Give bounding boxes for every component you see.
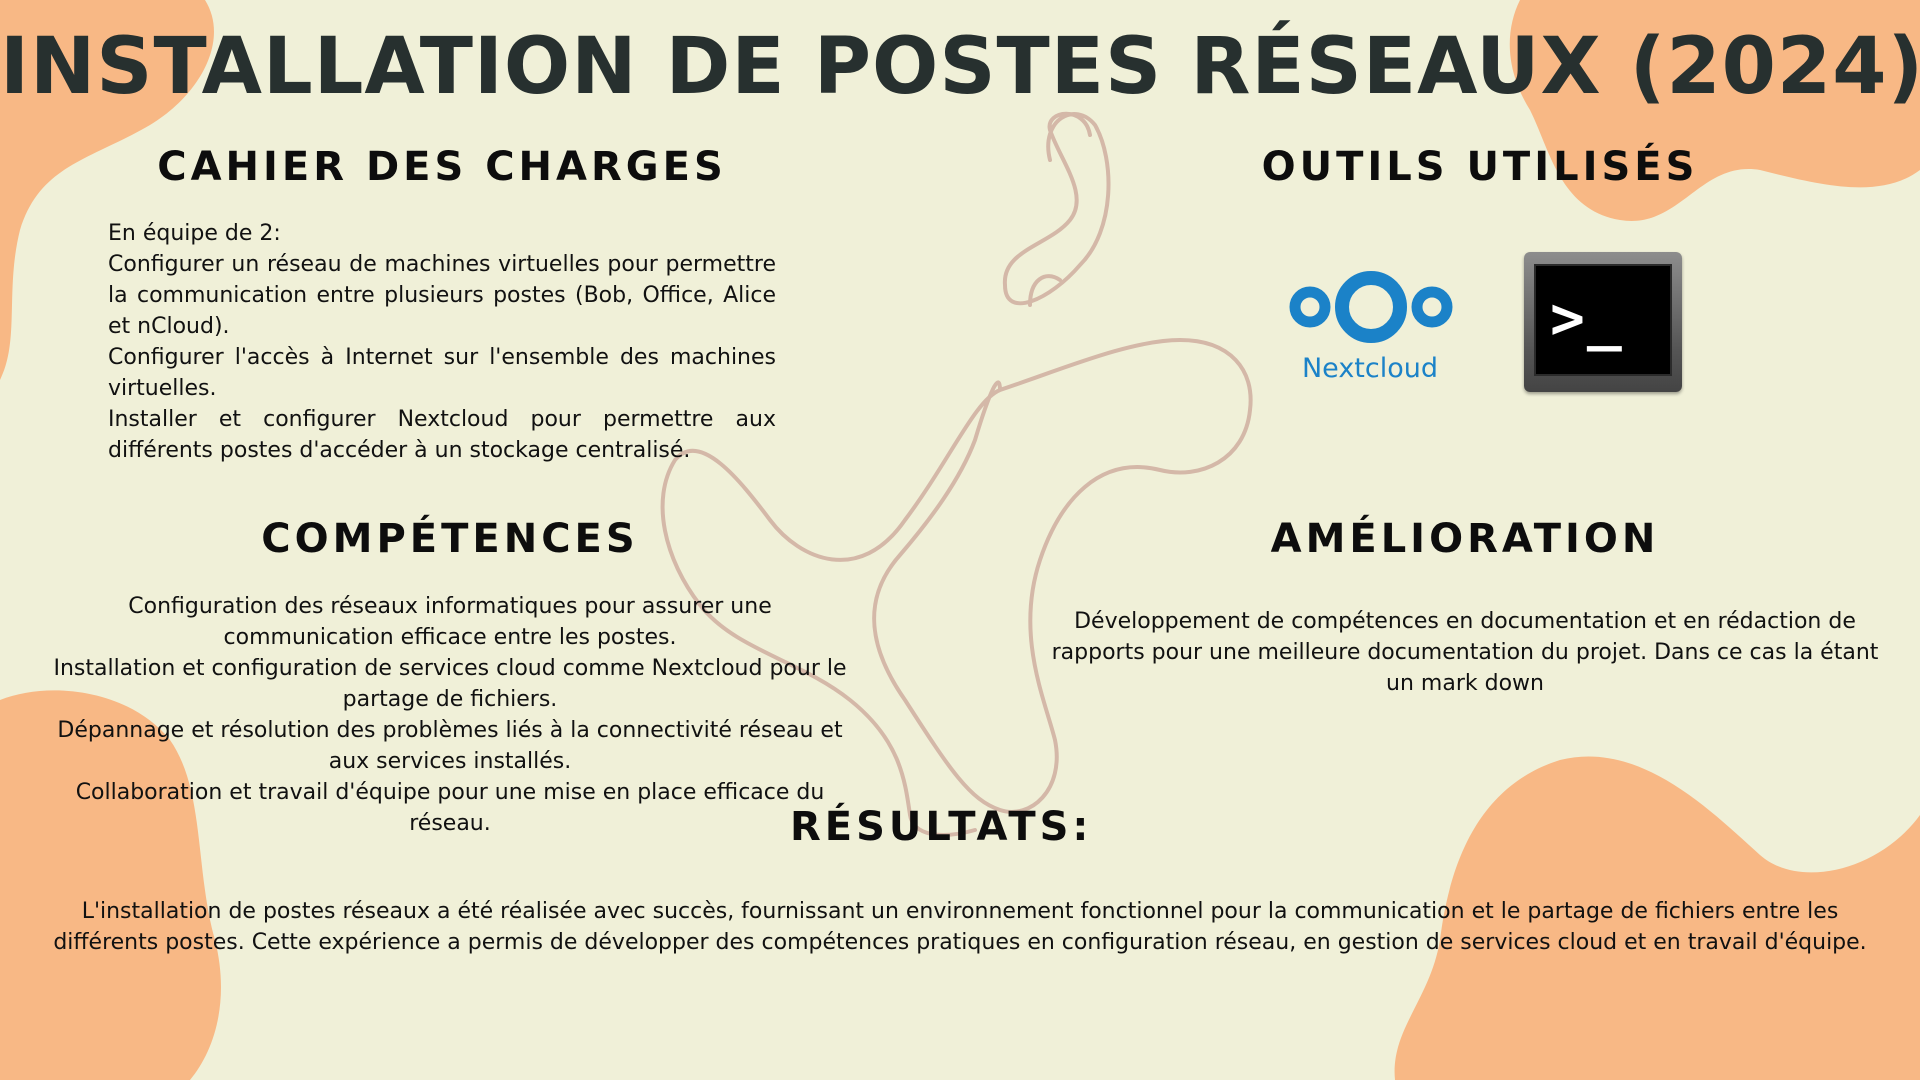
amelioration-heading: AMÉLIORATION	[1270, 516, 1660, 562]
cahier-paragraph: En équipe de 2:	[108, 221, 281, 246]
bottom-left-blob	[0, 690, 221, 1080]
cahier-paragraph: Installer et configurer Nextcloud pour p…	[108, 407, 776, 463]
resultats-heading: RÉSULTATS:	[790, 804, 1093, 850]
top-right-blob	[1509, 0, 1920, 221]
squiggle-line	[660, 111, 1253, 837]
cahier-paragraph: Configurer un réseau de machines virtuel…	[108, 252, 776, 339]
nextcloud-label: Nextcloud	[1301, 353, 1438, 384]
top-left-blob	[0, 0, 214, 380]
amelioration-paragraph: Développement de compétences en document…	[1051, 609, 1879, 696]
page-title: INSTALLATION DE POSTES RÉSEAUX (2024)	[0, 22, 1920, 112]
terminal-prompt: >_	[1550, 284, 1624, 352]
competences-paragraph: Installation et configuration de service…	[53, 656, 847, 712]
resultats-text: L'installation de postes réseaux a été r…	[30, 896, 1890, 958]
cahier-text: En équipe de 2: Configurer un réseau de …	[108, 218, 776, 466]
competences-paragraph: Configuration des réseaux informatiques …	[128, 594, 772, 650]
competences-paragraph: Collaboration et travail d'équipe pour u…	[75, 780, 825, 836]
cahier-paragraph: Configurer l'accès à Internet sur l'ense…	[108, 345, 776, 401]
resultats-paragraph: L'installation de postes réseaux a été r…	[53, 899, 1867, 955]
competences-text: Configuration des réseaux informatiques …	[40, 591, 860, 839]
terminal-icon: >_	[1524, 252, 1682, 392]
outils-heading: OUTILS UTILISÉS	[1261, 144, 1699, 190]
bottom-right-blob	[1394, 756, 1920, 1080]
amelioration-text: Développement de compétences en document…	[1040, 606, 1890, 699]
terminal-screen: >_	[1534, 264, 1672, 376]
nextcloud-icon	[1289, 271, 1453, 343]
competences-heading: COMPÉTENCES	[261, 516, 639, 562]
competences-paragraph: Dépannage et résolution des problèmes li…	[57, 718, 843, 774]
cahier-heading: CAHIER DES CHARGES	[157, 144, 727, 190]
